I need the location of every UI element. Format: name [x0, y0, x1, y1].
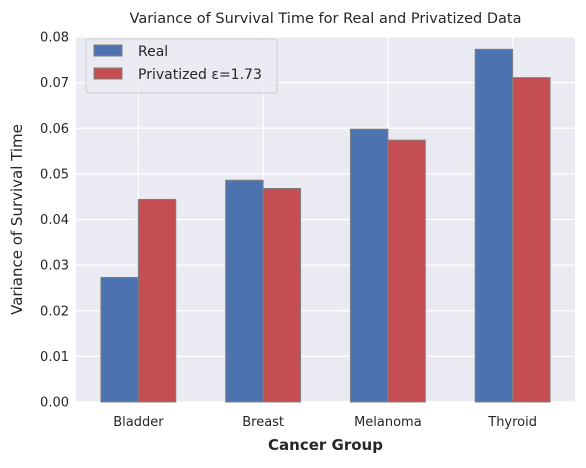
chart-title: Variance of Survival Time for Real and P… [130, 11, 522, 27]
x-tick-label: Melanoma [354, 415, 422, 430]
bar-real [225, 179, 264, 403]
legend-label: Privatized ε=1.73 [138, 67, 262, 83]
y-tick-label: 0.00 [40, 396, 69, 411]
y-axis-label: Variance of Survival Time [8, 124, 26, 315]
x-axis-ticks: Bladder Breast Melanoma Thyroid [113, 415, 537, 430]
bar-privatized [512, 77, 551, 403]
y-axis-ticks: 0.00 0.01 0.02 0.03 0.04 0.05 0.06 0.07 0.08 [40, 31, 69, 411]
y-tick-label: 0.08 [40, 31, 69, 46]
legend: Real Privatized ε=1.73 [85, 38, 278, 94]
legend-label: Real [138, 44, 168, 60]
legend-box [85, 38, 278, 94]
y-tick-label: 0.01 [40, 350, 69, 365]
bar-privatized [387, 139, 426, 403]
y-tick-label: 0.04 [40, 213, 69, 228]
y-tick-label: 0.05 [40, 167, 69, 182]
bar-real [100, 276, 139, 403]
legend-swatch [93, 67, 123, 80]
x-tick-label: Bladder [113, 415, 164, 430]
bar-privatized [137, 198, 177, 403]
x-tick-label: Breast [242, 415, 284, 430]
x-tick-label: Thyroid [487, 415, 537, 430]
y-tick-label: 0.03 [40, 259, 69, 274]
y-tick-label: 0.07 [40, 76, 69, 91]
bar-privatized [262, 187, 302, 403]
legend-swatch [93, 44, 123, 57]
bars [100, 48, 551, 403]
bar-real [349, 128, 389, 403]
y-tick-label: 0.06 [40, 122, 69, 137]
x-axis-label: Cancer Group [268, 436, 383, 454]
bar-real [474, 48, 514, 403]
y-tick-label: 0.02 [40, 304, 69, 319]
